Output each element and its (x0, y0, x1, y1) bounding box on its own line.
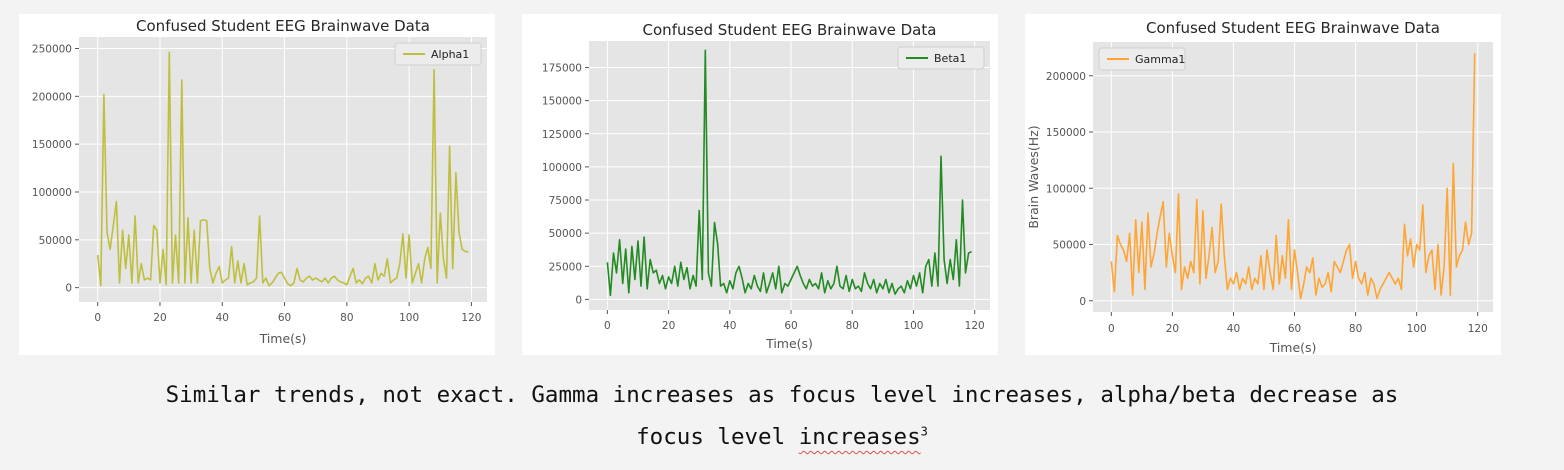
caption-line-2: focus level increases3 (0, 416, 1564, 458)
legend: Beta1 (897, 46, 985, 70)
x-tick-label: 60 (278, 312, 291, 324)
y-tick-label: 50000 (549, 228, 582, 240)
y-tick-label: 200000 (32, 91, 72, 103)
y-tick-label: 150000 (542, 96, 582, 108)
caption-line-1: Similar trends, not exact. Gamma increas… (165, 382, 1399, 408)
x-tick-label: 100 (903, 320, 923, 332)
x-tick-label: 0 (604, 320, 611, 332)
slide-caption: Similar trends, not exact. Gamma increas… (0, 374, 1564, 458)
x-tick-label: 100 (399, 312, 419, 324)
legend-box (897, 46, 985, 70)
x-axis-label: Time(s) (259, 331, 307, 346)
x-tick-label: 40 (723, 320, 736, 332)
caption-line-2-prefix: focus level (636, 424, 799, 450)
x-tick-label: 40 (216, 312, 229, 324)
x-tick-label: 120 (965, 320, 985, 332)
chart-title: Confused Student EEG Brainwave Data (1146, 19, 1440, 37)
y-tick-label: 150000 (32, 139, 72, 151)
y-tick-label: 25000 (549, 261, 582, 273)
y-tick-label: 250000 (32, 43, 72, 55)
y-tick-label: 100000 (542, 162, 582, 174)
legend-box (394, 42, 482, 66)
y-tick-label: 50000 (1053, 240, 1086, 252)
series-line-alpha1 (96, 51, 469, 287)
x-tick-label: 120 (1468, 323, 1488, 335)
legend: Gamma1 (1098, 47, 1186, 71)
y-tick-label: 125000 (542, 129, 582, 141)
x-tick-label: 60 (1288, 323, 1301, 335)
legend: Alpha1 (394, 42, 482, 66)
x-tick-label: 80 (340, 312, 353, 324)
x-tick-label: 60 (784, 320, 797, 332)
y-tick-label: 0 (65, 283, 72, 295)
chart-svg-alpha: Confused Student EEG Brainwave Data 0 20 40… (32, 17, 487, 346)
chart-svg-beta: Confused Student EEG Brainwave Data 0 20 40… (542, 21, 990, 351)
x-tick-label: 80 (1349, 323, 1362, 335)
x-tick-label: 20 (153, 312, 166, 324)
y-tick-label: 75000 (549, 195, 582, 207)
x-tick-label: 0 (94, 312, 101, 324)
legend-label: Alpha1 (431, 48, 469, 61)
y-tick-label: 150000 (1046, 127, 1086, 139)
legend-label: Gamma1 (1135, 53, 1185, 66)
series-line-beta1 (606, 49, 972, 297)
y-tick-label: 200000 (1046, 71, 1086, 83)
chart-panel-gamma: Confused Student EEG Brainwave Data 0 20 40… (1025, 14, 1501, 355)
legend-box (1098, 47, 1186, 71)
x-tick-label: 120 (461, 312, 481, 324)
y-tick-label: 0 (1079, 296, 1086, 308)
x-tick-label: 20 (1166, 323, 1179, 335)
x-tick-label: 0 (1108, 323, 1115, 335)
series-line-gamma1 (1110, 53, 1476, 300)
y-axis-label: Brain Waves(Hz) (1026, 125, 1041, 228)
chart-title: Confused Student EEG Brainwave Data (136, 17, 430, 35)
y-tick-label: 50000 (39, 235, 72, 247)
y-tick-label: 0 (575, 294, 582, 306)
x-axis-label: Time(s) (1269, 340, 1317, 355)
plot-area-beta (589, 41, 990, 310)
plot-area-alpha (79, 37, 487, 302)
x-tick-label: 40 (1227, 323, 1240, 335)
chart-title: Confused Student EEG Brainwave Data (643, 21, 937, 39)
x-tick-label: 80 (846, 320, 859, 332)
legend-label: Beta1 (934, 52, 966, 65)
y-tick-label: 100000 (1046, 183, 1086, 195)
y-tick-label: 100000 (32, 187, 72, 199)
chart-panel-beta: Confused Student EEG Brainwave Data 0 20 40… (522, 14, 998, 355)
chart-panel-alpha: Confused Student EEG Brainwave Data 0 20 40… (19, 14, 495, 355)
y-tick-label: 175000 (542, 63, 582, 75)
x-axis-label: Time(s) (765, 336, 813, 351)
x-tick-label: 20 (662, 320, 675, 332)
x-tick-label: 100 (1407, 323, 1427, 335)
caption-footnote-marker: 3 (920, 424, 928, 439)
chart-svg-gamma: Confused Student EEG Brainwave Data 0 20 40… (1026, 19, 1493, 355)
caption-spellcheck-word: increases (798, 424, 921, 450)
